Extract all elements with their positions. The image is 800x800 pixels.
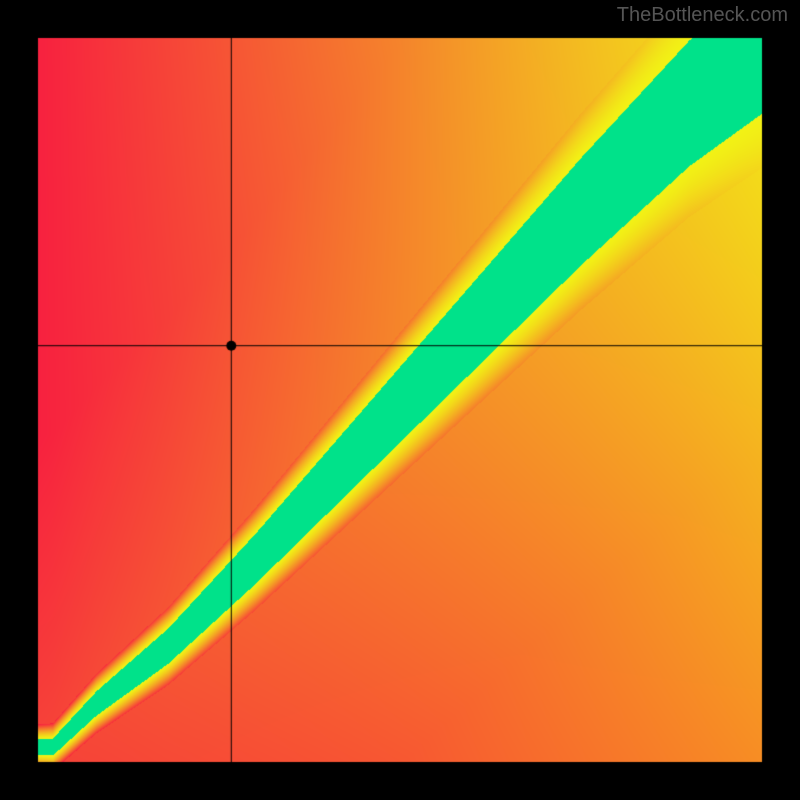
watermark-text: TheBottleneck.com xyxy=(617,4,788,27)
bottleneck-heatmap-chart xyxy=(0,0,800,800)
